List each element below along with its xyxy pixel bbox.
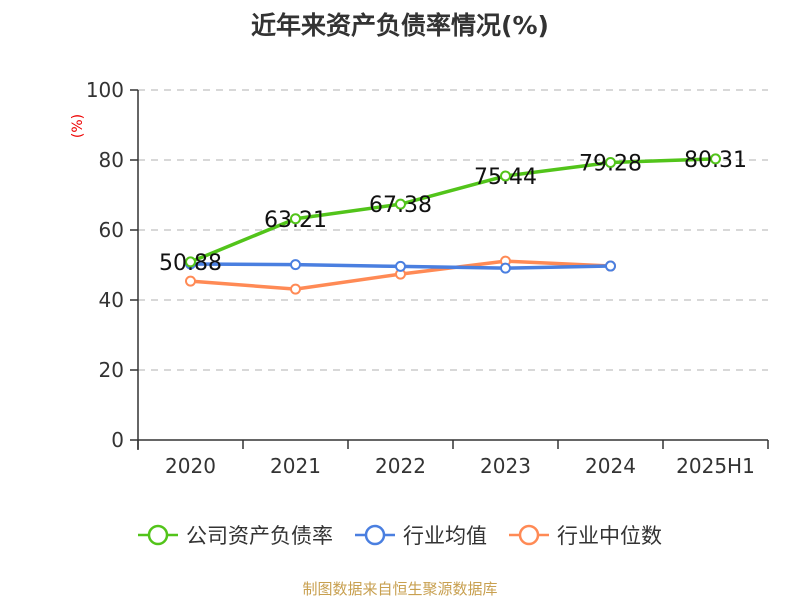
data-label: 75.44 [474,165,537,190]
data-point-marker[interactable] [290,283,301,295]
x-tick-label: 2021 [270,454,321,478]
y-tick-label: 60 [99,218,124,242]
data-point-marker[interactable] [500,262,511,274]
y-tick-label: 100 [86,78,124,102]
x-tick-label: 2022 [375,454,426,478]
data-point-marker[interactable] [605,260,616,272]
legend-item[interactable]: 行业中位数 [509,520,662,550]
data-source-note: 制图数据来自恒生聚源数据库 [302,580,498,598]
chart-title: 近年来资产负债率情况(%) [251,11,549,40]
legend-item[interactable]: 行业均值 [355,520,487,550]
data-point-marker[interactable] [395,198,406,210]
data-label: 50.88 [159,251,222,276]
series-line [189,157,716,264]
legend: 公司资产负债率 行业均值 行业中位数 [0,520,800,550]
legend-line-marker-icon [138,524,178,546]
data-point-marker[interactable] [500,170,511,182]
legend-line-marker-icon [509,524,549,546]
data-point-marker[interactable] [395,260,406,272]
y-tick-label: 20 [99,358,124,382]
y-tick-label: 40 [99,288,124,312]
data-point-marker[interactable] [290,213,301,225]
x-tick-label: 2023 [480,454,531,478]
x-tick-label: 2024 [585,454,636,478]
legend-label: 行业中位数 [557,524,662,548]
legend-item[interactable]: 公司资产负债率 [138,520,333,550]
data-label: 63.21 [264,208,327,233]
data-point-marker[interactable] [185,256,196,268]
data-label: 79.28 [579,152,642,177]
y-tick-label: 0 [111,428,124,452]
data-point-marker[interactable] [710,153,721,165]
data-point-marker[interactable] [185,275,196,287]
legend-label: 公司资产负债率 [186,524,333,548]
y-tick-label: 80 [99,148,124,172]
data-point-marker[interactable] [290,259,301,271]
legend-line-marker-icon [355,524,395,546]
data-point-marker[interactable] [605,157,616,169]
x-tick-label: 2020 [165,454,216,478]
x-tick-label: 2025H1 [676,454,755,478]
y-axis-label: (%) [70,114,86,138]
legend-label: 行业均值 [403,524,487,548]
data-label: 67.38 [369,193,432,218]
data-label: 80.31 [684,148,747,173]
